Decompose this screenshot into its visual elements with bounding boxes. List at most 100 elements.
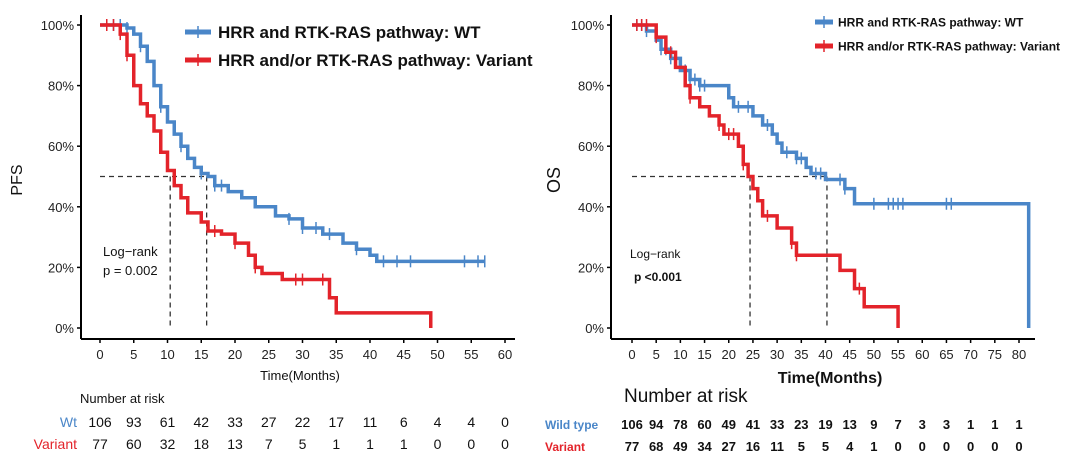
risk-value: 33 [770,417,784,432]
risk-value: 42 [193,414,209,430]
risk-value: 77 [92,436,108,452]
x-tick-label: 40 [363,347,377,362]
risk-table-title: Number at risk [624,386,748,407]
risk-value: 1 [400,436,408,452]
x-tick-label: 80 [1012,347,1026,362]
risk-value: 49 [673,439,687,454]
risk-value: 4 [846,439,854,454]
x-tick-label: 25 [746,347,760,362]
risk-value: 0 [991,439,998,454]
y-tick-label: 80% [578,79,604,94]
x-tick-label: 0 [628,347,635,362]
x-tick-label: 10 [673,347,687,362]
risk-value: 16 [746,439,760,454]
risk-value: 27 [722,439,736,454]
y-tick-label: 20% [578,260,604,275]
risk-value: 34 [697,439,712,454]
risk-value: 0 [434,436,442,452]
risk-value: 0 [501,436,509,452]
risk-value: 6 [400,414,408,430]
risk-value: 0 [501,414,509,430]
x-tick-label: 45 [842,347,856,362]
risk-value: 49 [722,417,736,432]
x-tick-label: 25 [262,347,276,362]
risk-value: 60 [697,417,711,432]
x-tick-label: 50 [430,347,444,362]
y-tick-label: 40% [48,200,74,215]
risk-value: 5 [798,439,805,454]
logrank-annotation: p = 0.002 [103,263,158,278]
x-tick-label: 15 [697,347,711,362]
y-tick-label: 60% [578,139,604,154]
x-tick-label: 60 [915,347,929,362]
risk-row-label: Wild type [545,418,599,432]
x-tick-label: 35 [794,347,808,362]
y-tick-label: 60% [48,139,74,154]
legend-label: HRR and/or RTK-RAS pathway: Variant [838,39,1060,53]
x-tick-label: 60 [498,347,512,362]
risk-value: 41 [746,417,760,432]
risk-value: 106 [88,414,112,430]
logrank-annotation: Log−rank [103,244,158,259]
risk-value: 7 [265,436,273,452]
risk-value: 5 [299,436,307,452]
x-tick-label: 30 [295,347,309,362]
risk-value: 4 [467,414,475,430]
risk-value: 60 [126,436,142,452]
y-tick-label: 20% [48,260,74,275]
x-tick-label: 65 [939,347,953,362]
x-axis-label: Time(Months) [260,368,340,383]
risk-value: 1 [1015,417,1022,432]
km-curve-wt [100,23,485,264]
risk-row-label: Variant [34,436,77,452]
x-axis-label: Time(Months) [778,370,883,387]
y-axis-label: PFS [9,164,26,195]
y-tick-label: 100% [571,18,605,33]
x-tick-label: 55 [891,347,905,362]
risk-value: 0 [1015,439,1022,454]
risk-value: 68 [649,439,663,454]
risk-value: 23 [794,417,808,432]
risk-value: 19 [818,417,832,432]
x-tick-label: 20 [722,347,736,362]
risk-value: 7 [894,417,901,432]
risk-value: 13 [227,436,243,452]
legend-label: HRR and/or RTK-RAS pathway: Variant [218,51,533,70]
risk-value: 1 [366,436,374,452]
km-panel-os: 0%20%40%60%80%100%0 5 10 15 20 25 30 35 40 45 50 55… [544,15,1060,454]
risk-value: 1 [332,436,340,452]
risk-value: 1 [870,439,877,454]
risk-value: 1 [967,417,974,432]
y-tick-label: 0% [55,321,74,336]
legend-label: HRR and RTK-RAS pathway: WT [218,23,481,42]
x-tick-label: 20 [228,347,242,362]
x-tick-label: 10 [160,347,174,362]
risk-value: 94 [649,417,664,432]
risk-row-label: Variant [545,440,585,454]
km-curve-variant [100,23,433,328]
y-tick-label: 40% [578,200,604,215]
x-tick-label: 50 [867,347,881,362]
risk-value: 32 [160,436,176,452]
risk-value: 0 [943,439,950,454]
x-tick-label: 30 [770,347,784,362]
x-tick-label: 75 [988,347,1002,362]
x-tick-label: 70 [963,347,977,362]
risk-value: 17 [328,414,344,430]
y-tick-label: 80% [48,79,74,94]
risk-value: 93 [126,414,142,430]
x-tick-label: 40 [818,347,832,362]
risk-value: 18 [193,436,209,452]
risk-value: 11 [363,414,378,430]
risk-value: 13 [842,417,856,432]
risk-value: 3 [919,417,926,432]
x-tick-label: 55 [464,347,478,362]
risk-value: 5 [822,439,829,454]
logrank-annotation: p <0.001 [634,270,682,284]
risk-row-label: Wt [60,414,77,430]
x-tick-label: 5 [130,347,137,362]
y-tick-label: 0% [585,321,604,336]
risk-value: 9 [870,417,877,432]
legend-label: HRR and RTK-RAS pathway: WT [838,15,1024,29]
risk-value: 106 [621,417,643,432]
